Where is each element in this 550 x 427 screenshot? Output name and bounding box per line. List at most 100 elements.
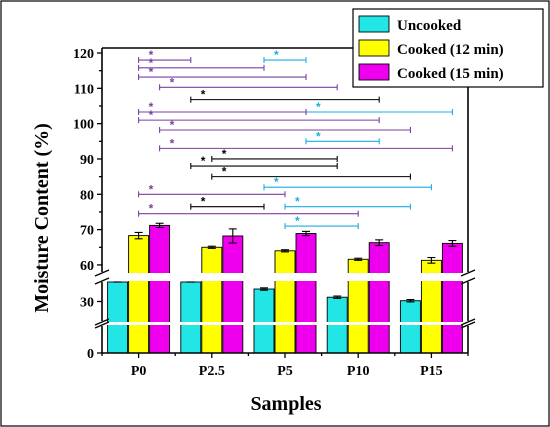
significance-bracket: * — [138, 56, 265, 71]
error-bar — [302, 230, 310, 237]
legend-swatch — [358, 63, 390, 81]
error-bar — [375, 239, 384, 247]
significance-bracket: * — [138, 48, 192, 64]
error-bar — [354, 257, 363, 261]
significance-bracket: * — [159, 75, 338, 91]
significance-star: * — [316, 129, 321, 143]
significance-bracket: * — [159, 118, 411, 134]
bar-p0-2 — [149, 224, 171, 354]
significance-star: * — [170, 118, 175, 132]
significance-bracket: * — [305, 129, 380, 145]
bar-p5-0 — [253, 288, 275, 354]
bar-p15-2 — [441, 242, 463, 354]
legend-label: Cooked (15 min) — [397, 66, 504, 82]
significance-star: * — [295, 214, 300, 228]
axis-break-mark — [460, 318, 476, 326]
bar-p2-5-0 — [180, 281, 202, 354]
significance-star: * — [274, 48, 279, 62]
significance-star: * — [222, 147, 227, 161]
error-bar — [207, 245, 216, 249]
significance-bracket: * — [138, 108, 380, 124]
bar-p10-0 — [326, 296, 348, 354]
significance-star: * — [149, 65, 154, 79]
significance-star: * — [201, 195, 206, 209]
error-bar — [406, 298, 415, 303]
bar-p10-2 — [368, 242, 390, 354]
significance-brackets: * ***************** *** — [138, 48, 453, 230]
significance-star: * — [316, 100, 321, 114]
significance-star: * — [149, 108, 154, 122]
error-bar — [228, 228, 237, 244]
significance-star: * — [149, 202, 154, 216]
significance-bracket: * — [263, 48, 307, 64]
x-axis-title: Samples — [250, 393, 321, 415]
significance-bracket: * — [190, 195, 265, 210]
axis-break-mark — [460, 269, 476, 277]
significance-bracket: * — [211, 165, 411, 180]
significance-bracket: * — [284, 195, 411, 210]
significance-bracket: * — [138, 202, 359, 217]
significance-bracket: * — [138, 100, 307, 115]
significance-star: * — [149, 182, 154, 196]
legend-label: Uncooked — [397, 18, 462, 34]
significance-bracket: * — [190, 88, 380, 103]
significance-bracket: * — [284, 214, 359, 230]
significance-bracket: * — [159, 136, 453, 152]
legend-label: Cooked (12 min) — [397, 42, 504, 58]
y-tick-label: 100 — [73, 118, 94, 133]
error-bar — [155, 222, 164, 229]
y-tick-label: 30 — [80, 296, 94, 311]
bar-p5-2 — [295, 233, 317, 354]
bar-p2-5-2 — [222, 235, 244, 354]
x-tick-label: P5 — [277, 364, 293, 379]
x-tick-label: P0 — [131, 364, 147, 379]
error-bar — [333, 295, 342, 299]
significance-star: * — [149, 56, 154, 70]
significance-star: * — [170, 136, 175, 150]
y-axis-title: Moisture Content (%) — [31, 123, 53, 313]
bar-p0-1 — [128, 235, 150, 354]
significance-star: * — [222, 165, 227, 179]
y-tick-label: 70 — [80, 224, 94, 239]
significance-bracket: * — [138, 182, 286, 198]
significance-star: * — [201, 154, 206, 168]
y-tick-label: 110 — [74, 82, 94, 97]
significance-bracket: * — [190, 154, 338, 170]
significance-star: * — [201, 88, 206, 102]
axis-break-mark — [460, 321, 476, 329]
bar-p15-0 — [399, 300, 421, 354]
axis-break-mark — [94, 321, 110, 329]
significance-star: * — [274, 175, 279, 189]
axis-break-mark — [94, 318, 110, 326]
x-tick-label: P2.5 — [199, 364, 225, 379]
error-bar — [281, 249, 289, 253]
error-bar — [448, 240, 457, 247]
y-tick-label: 80 — [80, 188, 94, 203]
y-tick-label: 60 — [80, 259, 94, 274]
y-tick-label: 120 — [73, 47, 94, 62]
legend-swatch — [358, 15, 390, 33]
y-tick-label: 90 — [80, 153, 94, 168]
bar-p0-0 — [107, 281, 129, 354]
legend: Uncooked Cooked (12 min) Cooked (15 min) — [352, 8, 544, 88]
error-bar — [427, 256, 436, 264]
error-bar — [260, 287, 268, 291]
axis-break-gap — [94, 322, 476, 325]
significance-bracket: * — [263, 175, 432, 191]
error-bar — [134, 231, 143, 240]
x-tick-label: P10 — [347, 364, 370, 379]
bar-p2-5-1 — [201, 246, 223, 354]
y-tick-label: 0 — [87, 347, 94, 362]
significance-star: * — [149, 100, 154, 114]
legend-swatch — [358, 39, 390, 57]
axis-break-mark — [94, 277, 110, 285]
axis-break-mark — [460, 277, 476, 285]
significance-bracket: * — [138, 65, 307, 81]
axis-break-gap — [94, 273, 476, 281]
significance-bracket: * — [211, 147, 338, 162]
significance-star: * — [149, 48, 154, 62]
significance-star: * — [170, 75, 175, 89]
axes: 0 30 60 70 80 90 100 110 120 P0 P2.5 P5 P10 P15 — [73, 47, 476, 379]
x-tick-label: P15 — [420, 364, 443, 379]
